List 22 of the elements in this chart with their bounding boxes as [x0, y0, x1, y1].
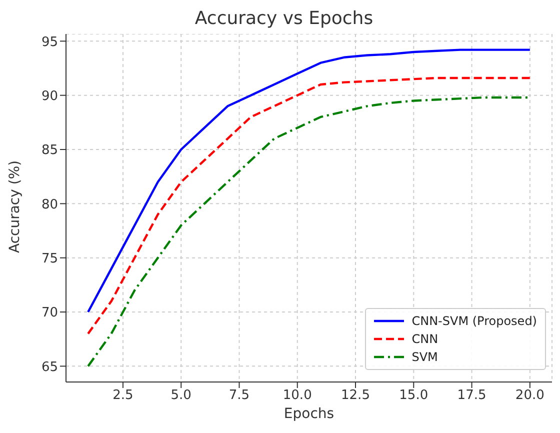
legend-label: SVM [412, 350, 438, 364]
x-tick-label: 5.0 [170, 388, 192, 404]
chart-title: Accuracy vs Epochs [194, 8, 374, 31]
x-tick-label: 2.5 [112, 388, 134, 404]
y-tick-label: 75 [41, 251, 58, 266]
y-tick-label: 70 [41, 306, 58, 321]
x-axis-title: Epochs [284, 406, 334, 422]
x-tick-label: 12.5 [341, 388, 370, 404]
legend-label: CNN-SVM (Proposed) [412, 314, 537, 328]
y-tick-label: 95 [41, 34, 58, 50]
y-tick-label: 90 [41, 88, 58, 104]
x-tick-label: 17.5 [457, 388, 486, 404]
x-tick-label: 10.0 [282, 388, 312, 404]
x-tick-label: 20.0 [515, 388, 544, 404]
x-tick-label: 7.5 [228, 388, 250, 404]
legend-label: CNN [412, 332, 438, 346]
y-tick-label: 85 [41, 143, 58, 158]
x-tick-label: 15.0 [399, 388, 428, 404]
y-tick-label: 80 [41, 197, 58, 212]
y-tick-label: 65 [41, 360, 58, 375]
line-series [86, 48, 532, 314]
y-axis-title: Accuracy (%) [6, 160, 23, 253]
